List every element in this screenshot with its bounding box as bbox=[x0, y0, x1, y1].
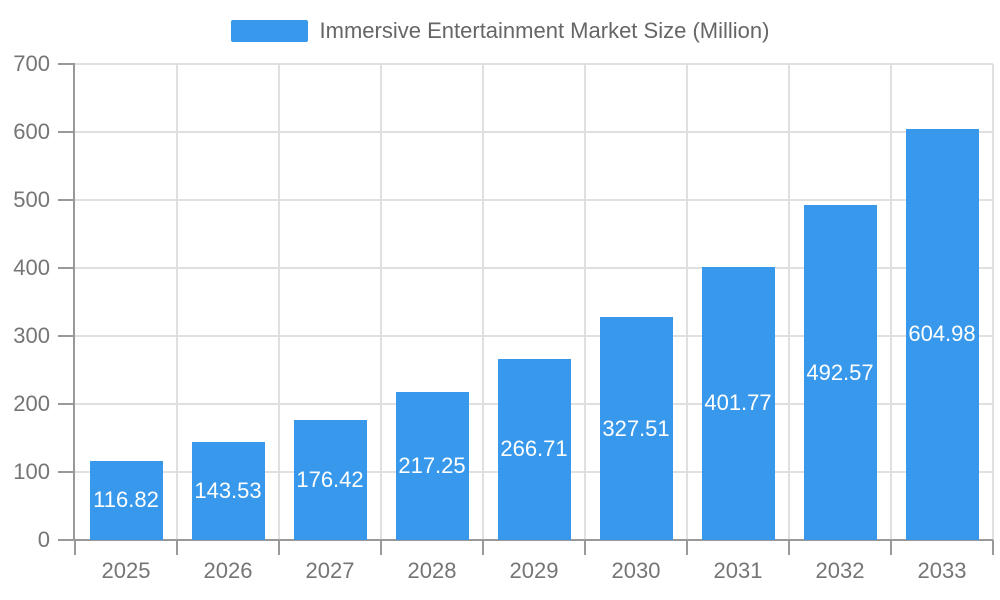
x-axis-tick-label: 2032 bbox=[815, 558, 865, 583]
x-axis-tick bbox=[686, 540, 688, 555]
bar-value-label: 604.98 bbox=[908, 321, 976, 347]
gridline-horizontal bbox=[75, 267, 993, 269]
x-axis-tick bbox=[176, 540, 178, 555]
y-axis-tick-label: 700 bbox=[13, 51, 50, 76]
gridline-vertical bbox=[482, 64, 484, 540]
bar-2031[interactable]: 401.77 bbox=[701, 266, 775, 540]
x-axis-tick-label: 2025 bbox=[101, 558, 151, 583]
x-axis-tick bbox=[278, 540, 280, 555]
x-axis-tick-label: 2029 bbox=[509, 558, 559, 583]
x-axis-tick bbox=[584, 540, 586, 555]
bar-value-label: 176.42 bbox=[296, 467, 364, 492]
legend-label: Immersive Entertainment Market Size (Mil… bbox=[319, 18, 770, 43]
y-axis-tick bbox=[58, 335, 75, 337]
y-axis-tick-label: 400 bbox=[13, 255, 50, 280]
x-axis-tick bbox=[74, 540, 76, 555]
x-axis-line bbox=[75, 539, 993, 541]
bar-2029[interactable]: 266.71 bbox=[497, 358, 571, 540]
y-axis-tick bbox=[58, 403, 75, 405]
y-axis-tick-label: 100 bbox=[13, 459, 50, 484]
y-axis-line bbox=[73, 64, 75, 540]
y-axis-tick bbox=[58, 471, 75, 473]
bar-value-label: 327.51 bbox=[602, 415, 670, 441]
y-axis-tick bbox=[58, 63, 75, 65]
y-axis-tick-label: 600 bbox=[13, 119, 50, 144]
y-axis-tick-label: 300 bbox=[13, 323, 50, 348]
bar-2026[interactable]: 143.53 bbox=[191, 442, 265, 540]
gridline-horizontal bbox=[75, 335, 993, 337]
gridline-horizontal bbox=[75, 199, 993, 201]
x-axis-tick-label: 2030 bbox=[611, 558, 661, 583]
x-axis-tick bbox=[788, 540, 790, 555]
legend-swatch bbox=[230, 20, 308, 42]
x-axis-tick-label: 2026 bbox=[203, 558, 253, 583]
gridline-vertical bbox=[278, 64, 280, 540]
bar-value-label: 401.77 bbox=[704, 390, 772, 416]
x-axis-tick-label: 2027 bbox=[305, 558, 355, 583]
x-axis-tick bbox=[482, 540, 484, 555]
bar-2030[interactable]: 327.51 bbox=[599, 317, 673, 540]
legend[interactable]: Immersive Entertainment Market Size (Mil… bbox=[0, 15, 1000, 47]
gridline-vertical bbox=[176, 64, 178, 540]
y-axis-tick-label: 0 bbox=[37, 527, 50, 552]
x-axis-tick-label: 2033 bbox=[917, 558, 967, 583]
y-axis-tick bbox=[58, 199, 75, 201]
bar-value-label: 492.57 bbox=[806, 359, 874, 385]
bar-2032[interactable]: 492.57 bbox=[803, 205, 877, 540]
bar-2028[interactable]: 217.25 bbox=[395, 392, 469, 540]
gridline-vertical bbox=[992, 64, 994, 540]
y-axis-tick-label: 500 bbox=[13, 187, 50, 212]
x-axis-tick bbox=[380, 540, 382, 555]
bar-2025[interactable]: 116.82 bbox=[89, 460, 163, 540]
gridline-vertical bbox=[788, 64, 790, 540]
y-axis-tick bbox=[58, 539, 75, 541]
gridline-horizontal bbox=[75, 63, 993, 65]
bar-2033[interactable]: 604.98 bbox=[905, 128, 979, 540]
x-axis-tick-label: 2028 bbox=[407, 558, 457, 583]
x-axis-tick bbox=[992, 540, 994, 555]
gridline-horizontal bbox=[75, 131, 993, 133]
gridline-vertical bbox=[890, 64, 892, 540]
gridline-vertical bbox=[380, 64, 382, 540]
y-axis-tick bbox=[58, 131, 75, 133]
x-axis-tick-label: 2031 bbox=[713, 558, 763, 583]
bar-value-label: 266.71 bbox=[500, 436, 568, 462]
gridline-vertical bbox=[686, 64, 688, 540]
bar-2027[interactable]: 176.42 bbox=[293, 420, 367, 540]
y-axis-tick-label: 200 bbox=[13, 391, 50, 416]
y-axis-tick bbox=[58, 267, 75, 269]
x-axis-tick bbox=[890, 540, 892, 555]
bar-value-label: 116.82 bbox=[93, 487, 159, 513]
gridline-vertical bbox=[584, 64, 586, 540]
bar-value-label: 143.53 bbox=[194, 478, 262, 504]
bar-value-label: 217.25 bbox=[398, 453, 466, 479]
